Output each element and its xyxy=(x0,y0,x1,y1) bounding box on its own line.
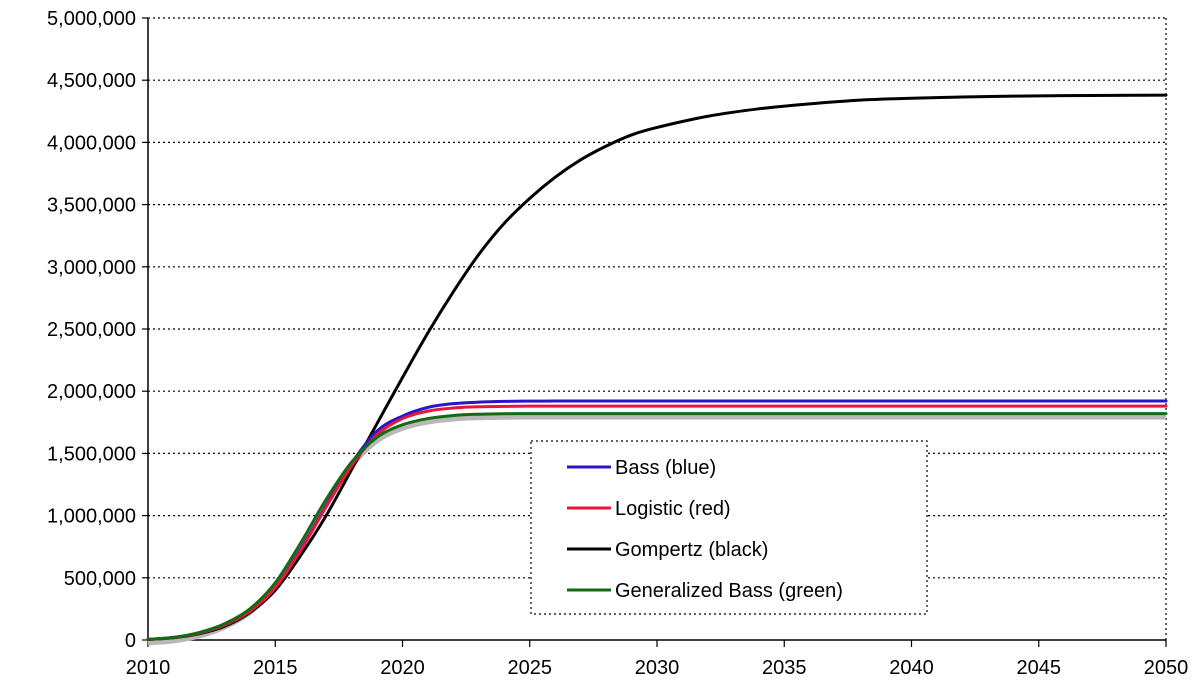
legend-label: Gompertz (black) xyxy=(615,539,768,561)
x-axis-ticks: 2010 2015 2020 2025 2030 2035 2040 2045 2050 xyxy=(126,640,1189,679)
y-tick-label: 1,500,000 xyxy=(47,443,136,465)
grid-lines xyxy=(148,17,1167,640)
x-tick-label: 2035 xyxy=(762,657,807,679)
series-lines xyxy=(146,93,1168,646)
y-tick-label: 500,000 xyxy=(64,568,136,590)
y-tick-label: 2,000,000 xyxy=(47,381,136,403)
legend: Bass (blue) Logistic (red) Gompertz (black… xyxy=(530,440,928,615)
y-tick-label: 4,500,000 xyxy=(47,70,136,92)
y-tick-label: 3,000,000 xyxy=(47,257,136,279)
y-axis-ticks: 0 500,000 1,000,000 1,500,000 2,000,000 2,500… xyxy=(47,8,148,652)
y-tick-label: 4,000,000 xyxy=(47,132,136,154)
series-line-generalized xyxy=(146,412,1168,641)
y-tick-label: 2,500,000 xyxy=(47,319,136,341)
x-tick-label: 2025 xyxy=(508,657,553,679)
legend-box xyxy=(530,440,928,615)
x-tick-label: 2020 xyxy=(380,657,425,679)
legend-label: Generalized Bass (green) xyxy=(615,580,843,602)
legend-label: Bass (blue) xyxy=(615,457,716,479)
y-tick-label: 5,000,000 xyxy=(47,8,136,30)
series-line-gompertz xyxy=(146,93,1168,641)
x-tick-label: 2040 xyxy=(889,657,934,679)
x-tick-label: 2050 xyxy=(1144,657,1189,679)
series-line-logistic xyxy=(146,404,1168,641)
x-tick-label: 2015 xyxy=(253,657,298,679)
x-tick-label: 2030 xyxy=(635,657,680,679)
y-tick-label: 0 xyxy=(125,630,136,652)
legend-label: Logistic (red) xyxy=(615,498,731,520)
y-tick-label: 1,000,000 xyxy=(47,506,136,528)
x-tick-label: 2045 xyxy=(1017,657,1062,679)
y-tick-label: 3,500,000 xyxy=(47,195,136,217)
x-tick-label: 2010 xyxy=(126,657,171,679)
